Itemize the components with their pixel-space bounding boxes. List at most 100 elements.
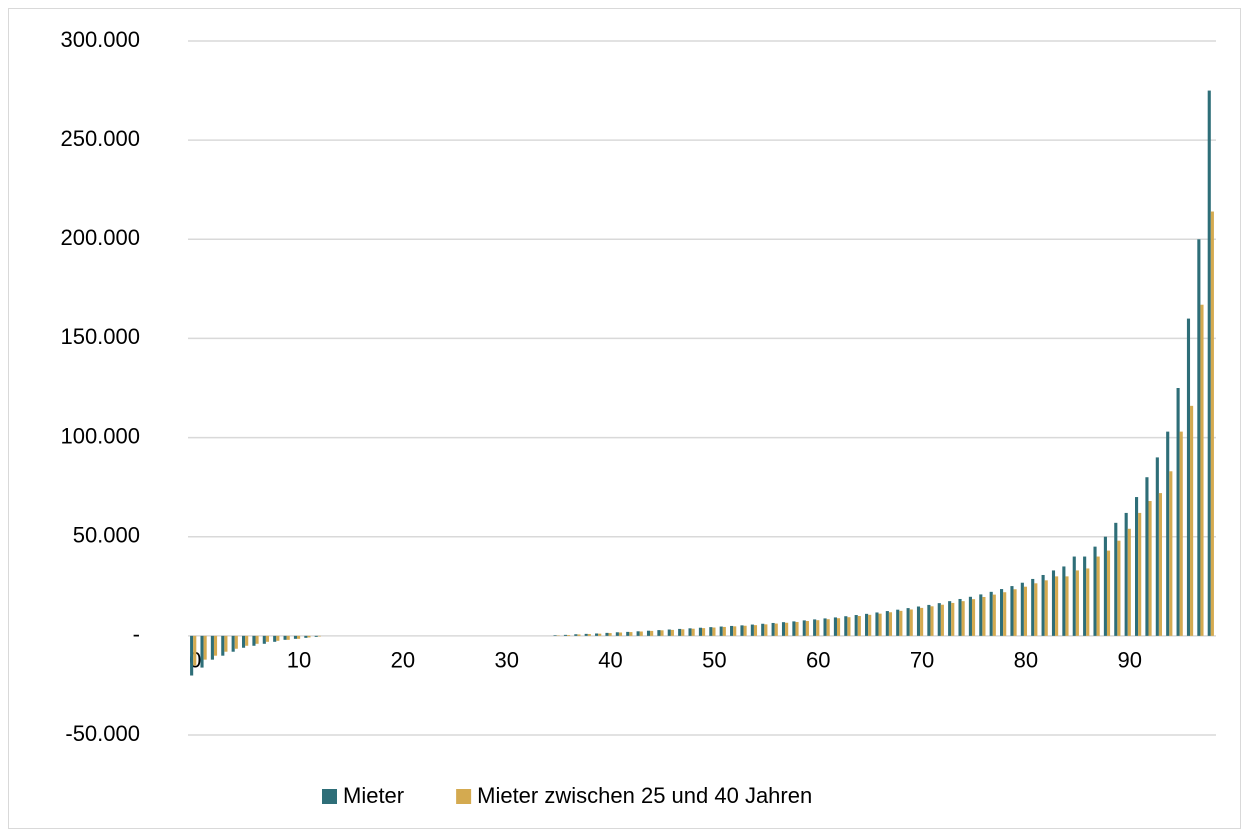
y-tick-label: 100.000 <box>60 423 140 448</box>
x-tick-label: 20 <box>391 648 415 673</box>
bar <box>795 621 799 636</box>
bar <box>563 634 568 636</box>
bar <box>951 602 955 636</box>
bar <box>712 627 716 636</box>
bar <box>937 603 941 636</box>
bar <box>823 618 827 636</box>
bar <box>1000 589 1004 636</box>
x-tick-label: 80 <box>1014 648 1038 673</box>
bar <box>286 635 290 640</box>
bar <box>802 620 806 636</box>
bar <box>304 635 308 638</box>
bar <box>660 630 664 636</box>
bar <box>857 616 861 636</box>
bar <box>657 630 661 636</box>
bar <box>605 632 609 636</box>
x-tick-label: 90 <box>1117 648 1141 673</box>
bar <box>1124 512 1128 636</box>
bar <box>854 615 858 636</box>
bar <box>1003 592 1007 636</box>
legend-label: Mieter <box>343 783 404 808</box>
bar <box>245 635 249 646</box>
bar <box>691 628 695 636</box>
bar <box>650 630 654 636</box>
bar <box>265 635 269 642</box>
bar <box>1197 239 1201 636</box>
bar <box>1200 304 1204 636</box>
bar <box>868 614 872 636</box>
bar <box>1055 576 1059 636</box>
bar <box>805 620 809 636</box>
bar <box>200 635 204 668</box>
bar <box>916 606 921 636</box>
bar <box>1020 582 1024 636</box>
x-tick-label: 50 <box>702 648 726 673</box>
bar <box>1176 388 1180 636</box>
bar <box>273 635 277 642</box>
bar <box>618 632 623 636</box>
bar <box>255 635 259 644</box>
bar <box>293 635 298 639</box>
bar <box>307 635 311 638</box>
bar <box>743 625 747 636</box>
x-tick-label: 40 <box>598 648 622 673</box>
x-tick-label: 70 <box>910 648 934 673</box>
bar <box>753 625 758 636</box>
bar <box>761 623 765 636</box>
bar <box>276 635 280 641</box>
bar <box>283 635 287 640</box>
bar <box>927 604 931 636</box>
bar <box>1013 589 1017 636</box>
bar <box>774 623 778 636</box>
bar <box>1138 512 1142 636</box>
bar <box>1044 580 1048 636</box>
bar <box>190 635 194 676</box>
bar <box>1207 90 1211 636</box>
bar <box>1155 457 1159 636</box>
bar <box>940 604 944 636</box>
bar <box>750 624 754 636</box>
bar <box>771 622 775 636</box>
bar <box>730 625 734 636</box>
bar <box>1062 566 1066 636</box>
bar <box>1034 583 1038 636</box>
bar <box>678 628 682 636</box>
bar <box>878 613 882 636</box>
bar <box>615 632 619 636</box>
bar <box>896 609 900 636</box>
bar <box>1093 546 1097 636</box>
bar <box>574 634 578 636</box>
bar <box>1083 556 1087 636</box>
bar <box>1086 568 1090 636</box>
bar <box>982 596 986 636</box>
bar <box>865 613 869 636</box>
bar <box>1106 550 1111 636</box>
bar <box>1041 574 1045 636</box>
bar <box>567 635 571 636</box>
y-tick-label: 150.000 <box>60 324 140 349</box>
bar <box>584 633 588 636</box>
y-tick-label: 50.000 <box>73 523 140 548</box>
bar <box>1114 522 1118 636</box>
bar <box>193 635 197 666</box>
y-tick-label: 200.000 <box>60 225 140 250</box>
bar <box>262 635 266 644</box>
y-tick-label: 300.000 <box>60 27 140 52</box>
bar <box>577 634 581 636</box>
x-tick-label: 30 <box>494 648 518 673</box>
bar <box>785 622 789 636</box>
bar <box>1148 501 1152 636</box>
bar <box>553 635 557 636</box>
bar <box>314 635 318 637</box>
bar <box>1135 497 1139 636</box>
bar <box>224 635 228 652</box>
bar <box>979 594 983 636</box>
bar <box>740 625 744 636</box>
bar <box>1031 578 1035 636</box>
bar <box>213 635 218 656</box>
bar <box>646 630 651 636</box>
bar <box>681 629 685 636</box>
bar <box>1010 586 1014 636</box>
bar <box>1179 431 1183 636</box>
bar <box>992 594 996 636</box>
